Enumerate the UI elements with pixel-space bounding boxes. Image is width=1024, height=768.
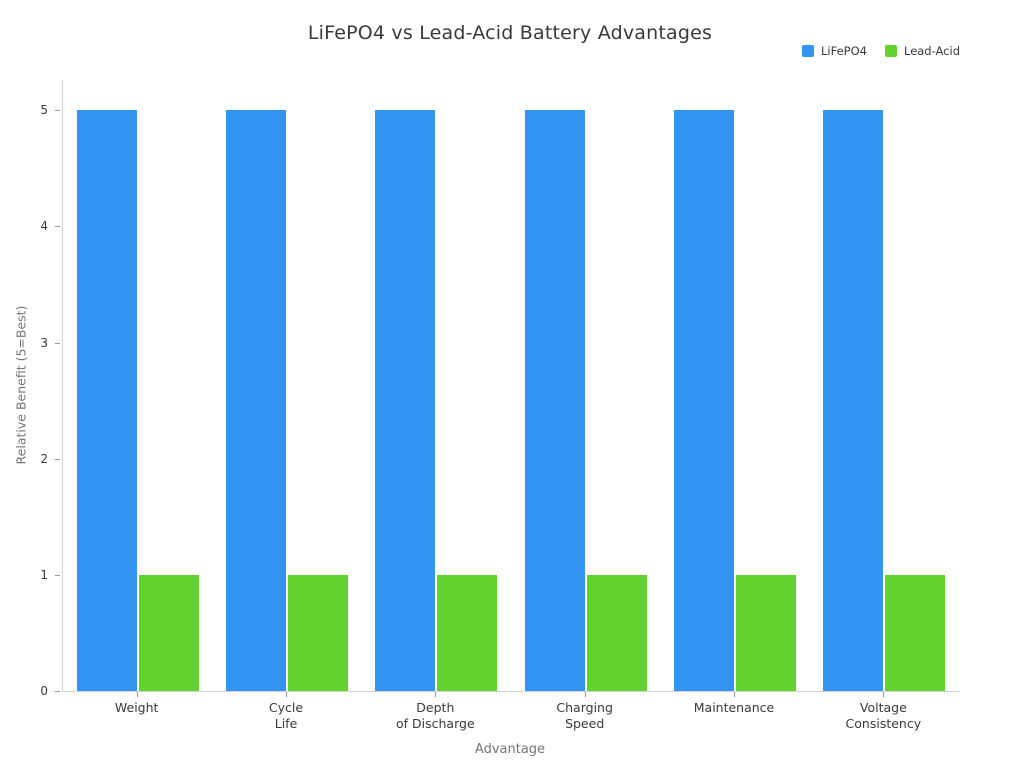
legend: LiFePO4 Lead-Acid	[802, 44, 960, 58]
x-tick-label-cycle-life: Cycle Life	[268, 700, 304, 731]
bar-lifepo4-weight	[76, 110, 137, 691]
y-axis: 0 1 2 3 4 5	[0, 80, 62, 698]
y-tick-label-1: 1	[40, 567, 48, 582]
y-tick-label-4: 4	[40, 219, 48, 234]
x-axis-title: Advantage	[474, 742, 546, 757]
legend-swatch-lifepo4	[802, 45, 815, 57]
y-tick-label-5: 5	[40, 103, 48, 118]
bar-lead-acid-voltage-consistency	[885, 574, 946, 691]
y-tick-label-0: 0	[40, 684, 48, 698]
y-tick-mark-3	[55, 342, 60, 344]
bar-lead-acid-maintenance	[736, 574, 796, 691]
bar-lifepo4-cycle-life	[226, 110, 286, 691]
bar-lead-acid-cycle-life	[288, 574, 348, 691]
legend-label-lifepo4: LiFePO4	[821, 44, 867, 58]
x-axis: Weight Cycle Life Depth of Discharge Charging…	[62, 692, 958, 742]
bar-lifepo4-voltage-consistency	[823, 110, 884, 691]
y-tick-label-3: 3	[40, 335, 48, 350]
bar-lifepo4-depth-of-discharge	[375, 110, 436, 691]
y-tick-mark-1	[55, 574, 60, 576]
y-tick-mark-4	[55, 226, 60, 228]
bar-lifepo4-charging-speed	[524, 110, 585, 691]
x-tick-label-weight: Weight	[114, 700, 159, 715]
x-tick-mark-voltage-consistency	[883, 692, 885, 697]
x-tick-label-maintenance: Maintenance	[693, 700, 775, 715]
x-tick-mark-depth-of-discharge	[435, 692, 437, 697]
y-tick-mark-5	[55, 110, 60, 112]
legend-swatch-lead-acid	[884, 45, 897, 57]
plot-area	[62, 80, 959, 692]
y-tick-label-2: 2	[40, 451, 48, 466]
bar-lifepo4-maintenance	[674, 110, 734, 691]
x-tick-label-depth-of-discharge: Depth of Discharge	[396, 700, 475, 731]
bar-lead-acid-weight	[138, 574, 199, 691]
x-tick-mark-cycle-life	[286, 692, 287, 697]
y-tick-mark-2	[55, 458, 60, 460]
x-tick-label-voltage-consistency: Voltage Consistency	[845, 700, 922, 731]
bar-lead-acid-charging-speed	[586, 574, 647, 691]
legend-label-lead-acid: Lead-Acid	[903, 44, 960, 58]
x-tick-mark-charging-speed	[584, 692, 586, 697]
legend-item-lifepo4: LiFePO4	[802, 44, 867, 58]
bar-lead-acid-depth-of-discharge	[437, 574, 498, 691]
y-tick-mark-0	[55, 691, 60, 692]
legend-item-lead-acid: Lead-Acid	[884, 44, 960, 58]
x-tick-label-charging-speed: Charging Speed	[556, 700, 613, 731]
x-tick-mark-maintenance	[734, 692, 735, 697]
chart-title: LiFePO4 vs Lead-Acid Battery Advantages	[307, 22, 713, 44]
x-tick-mark-weight	[136, 692, 138, 697]
